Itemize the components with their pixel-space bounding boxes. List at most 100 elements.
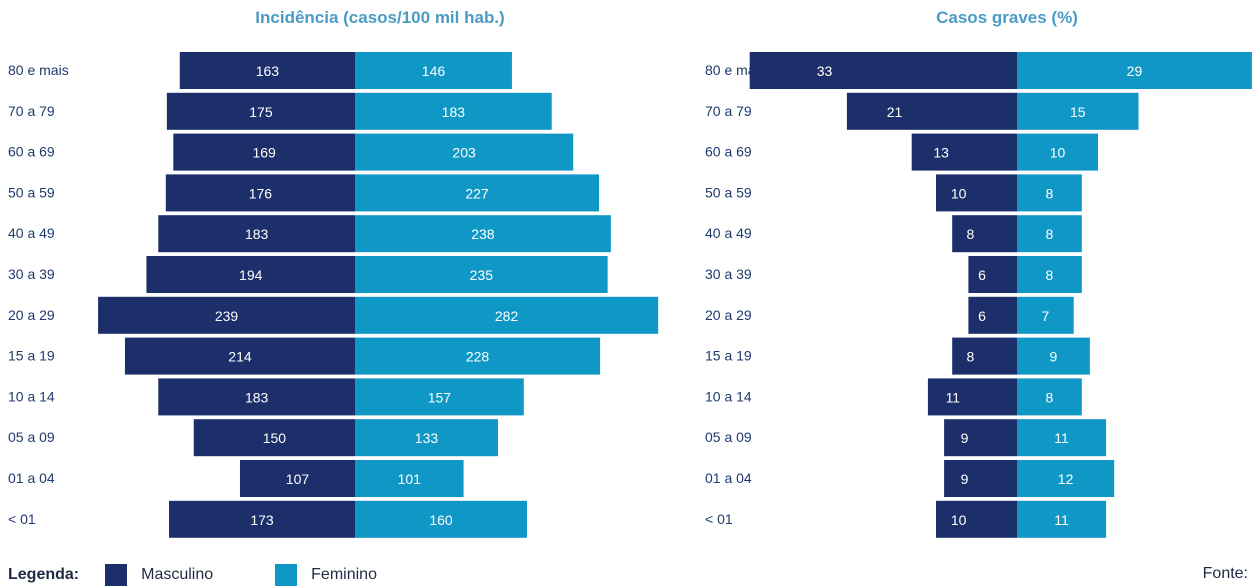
incidence-value-masculino: 175 [249, 104, 273, 120]
incidence-value-feminino: 146 [422, 63, 446, 79]
legend-item-feminino: Feminino [275, 564, 377, 586]
severe-category-label: 01 a 04 [705, 470, 752, 486]
severe-value-feminino: 8 [1046, 226, 1054, 242]
severe-category-label: 60 a 69 [705, 144, 752, 160]
incidence-bar-masculino [165, 174, 355, 212]
severe-bar-masculino [846, 92, 1017, 130]
incidence-bar-masculino [166, 92, 355, 130]
incidence-value-feminino: 183 [442, 104, 466, 120]
severe-value-masculino: 33 [817, 63, 833, 79]
incidence-bar-feminino [355, 337, 601, 375]
incidence-bar-masculino [124, 337, 355, 375]
severe-bar-masculino [936, 174, 1017, 212]
severe-bar-masculino [944, 419, 1017, 457]
incidence-bar-feminino [355, 378, 524, 416]
severe-bar-masculino [927, 378, 1017, 416]
severe-bar-feminino [1017, 296, 1074, 334]
incidence-value-feminino: 160 [429, 512, 453, 528]
severe-category-label: 10 a 14 [705, 388, 752, 404]
incidence-bar-masculino [169, 500, 355, 538]
incidence-value-masculino: 239 [215, 308, 239, 324]
incidence-value-masculino: 163 [256, 63, 280, 79]
incidence-bar-feminino [355, 256, 608, 293]
incidence-bar-masculino [179, 52, 355, 89]
incidence-category-label: 20 a 29 [8, 307, 55, 323]
legend-swatch-masculino [105, 564, 128, 586]
severe-value-feminino: 8 [1046, 185, 1054, 201]
severe-value-feminino: 12 [1058, 471, 1074, 487]
severe-value-masculino: 10 [951, 512, 967, 528]
severe-bar-feminino [1017, 500, 1107, 538]
incidence-value-masculino: 176 [249, 185, 273, 201]
incidence-bar-masculino [98, 296, 355, 334]
legend-label-masculino: Masculino [141, 566, 214, 583]
incidence-value-masculino: 169 [252, 145, 276, 161]
incidence-bar-masculino [173, 133, 355, 171]
incidence-bar-feminino [355, 215, 611, 253]
legend-title: Legenda: [8, 566, 80, 583]
severe-category-label: 70 a 79 [705, 103, 752, 119]
severe-bar-masculino [952, 215, 1017, 253]
incidence-category-label: 01 a 04 [8, 470, 55, 486]
incidence-bar-feminino [355, 419, 498, 457]
incidence-bar-feminino [355, 52, 512, 89]
legend-item-masculino: Masculino [105, 564, 213, 586]
incidence-category-label: 70 a 79 [8, 103, 55, 119]
severe-value-masculino: 6 [978, 267, 986, 283]
incidence-value-feminino: 228 [466, 349, 490, 365]
severe-bar-masculino [749, 52, 1017, 89]
incidence-category-label: 05 a 09 [8, 429, 55, 445]
severe-bar-feminino [1017, 133, 1098, 171]
severe-value-masculino: 8 [966, 349, 974, 365]
severe-bar-feminino [1017, 378, 1082, 416]
incidence-category-label: 60 a 69 [8, 144, 55, 160]
source-label: Fonte: [1202, 565, 1248, 582]
severe-category-label: 30 a 39 [705, 266, 752, 282]
severe-value-feminino: 29 [1127, 63, 1143, 79]
legend-swatch-feminino [275, 564, 298, 586]
incidence-category-label: 50 a 59 [8, 184, 55, 200]
severe-value-masculino: 6 [978, 308, 986, 324]
severe-value-feminino: 10 [1050, 145, 1066, 161]
incidence-value-masculino: 173 [250, 512, 274, 528]
incidence-value-feminino: 203 [452, 145, 476, 161]
severe-bar-feminino [1017, 460, 1115, 497]
severe-bar-masculino [968, 296, 1017, 334]
severe-bar-masculino [952, 337, 1017, 375]
severe-value-masculino: 9 [961, 430, 969, 446]
severe-value-feminino: 15 [1070, 104, 1086, 120]
incidence-value-masculino: 214 [228, 349, 252, 365]
incidence-value-feminino: 235 [470, 267, 494, 283]
legend-label-feminino: Feminino [311, 566, 377, 583]
severe-category-label: 20 a 29 [705, 307, 752, 323]
incidence-value-feminino: 101 [398, 471, 422, 487]
severe-value-feminino: 8 [1046, 389, 1054, 405]
incidence-value-feminino: 238 [471, 226, 495, 242]
severe-value-masculino: 9 [961, 471, 969, 487]
incidence-value-masculino: 194 [239, 267, 263, 283]
incidence-category-label: 30 a 39 [8, 266, 55, 282]
incidence-value-feminino: 227 [465, 185, 489, 201]
incidence-category-label: 40 a 49 [8, 225, 55, 241]
severe-category-label: 15 a 19 [705, 348, 752, 364]
incidence-chart-title: Incidência (casos/100 mil hab.) [255, 8, 505, 27]
severe-value-feminino: 9 [1050, 349, 1058, 365]
incidence-bar-masculino [158, 215, 355, 253]
severe-bar-feminino [1017, 419, 1107, 457]
incidence-bar-feminino [355, 500, 527, 538]
severe-bar-feminino [1017, 337, 1090, 375]
severe-value-feminino: 7 [1041, 308, 1049, 324]
pyramid-charts: 80 e mais 163 146 70 a 79 175 183 60 a 69 169 20… [8, 52, 1252, 538]
incidence-category-label: < 01 [8, 511, 36, 527]
severe-value-masculino: 11 [946, 389, 961, 405]
severe-category-label: 50 a 59 [705, 184, 752, 200]
incidence-bar-masculino [239, 460, 355, 497]
severe-value-masculino: 8 [966, 226, 974, 242]
incidence-bar-feminino [355, 133, 574, 171]
incidence-bar-masculino [193, 419, 355, 457]
severe-value-masculino: 10 [951, 185, 967, 201]
severe-value-masculino: 13 [933, 145, 949, 161]
incidence-bar-masculino [158, 378, 355, 416]
incidence-category-label: 15 a 19 [8, 348, 55, 364]
incidence-bar-feminino [355, 174, 600, 212]
